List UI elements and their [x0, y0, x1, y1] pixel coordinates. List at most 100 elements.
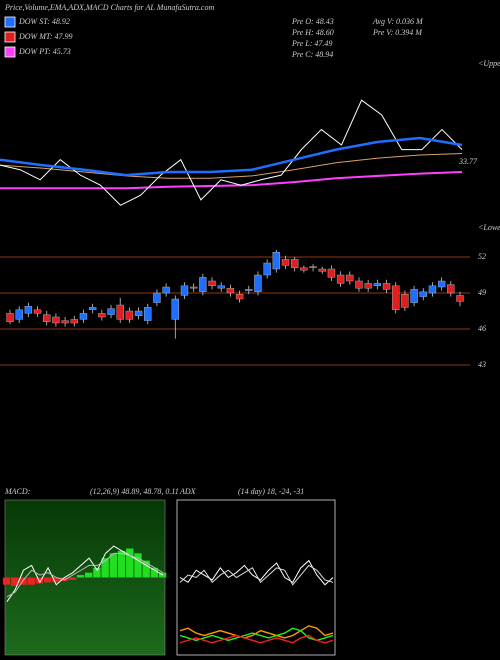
price-info: Pre H: 48.60	[291, 28, 334, 37]
histogram-bar	[142, 560, 150, 578]
candle-body	[217, 285, 225, 289]
candle-body	[447, 284, 455, 294]
candle-body	[300, 267, 308, 271]
y-tick-label: 49	[478, 288, 486, 297]
candle-body	[410, 289, 418, 303]
candle-body	[401, 294, 409, 308]
candle-body	[327, 268, 336, 278]
candle-body	[318, 268, 326, 272]
line-series	[0, 171, 463, 190]
candle-body	[272, 251, 281, 270]
candle-body	[382, 283, 391, 290]
price-info: Pre C: 48.94	[291, 50, 333, 59]
y-tick-label: 43	[478, 360, 486, 369]
volume-info: Avg V: 0.036 M	[372, 17, 424, 26]
line-series	[179, 625, 334, 639]
legend-swatch	[4, 16, 16, 28]
candle-body	[144, 307, 152, 321]
candle-body	[107, 308, 115, 315]
candle-body	[6, 313, 14, 322]
histogram-bar	[52, 577, 60, 583]
candle-body	[43, 314, 51, 323]
histogram-bar	[85, 572, 93, 578]
histogram-bar	[43, 577, 52, 583]
candle-body	[226, 288, 235, 294]
histogram-bar	[76, 575, 85, 578]
line-series	[179, 634, 334, 644]
candle-body	[15, 309, 23, 320]
histogram-bar	[2, 577, 11, 585]
candle-body	[24, 306, 33, 314]
candle-body	[355, 280, 363, 289]
legend-swatch	[4, 46, 16, 58]
candle-body	[70, 319, 78, 324]
line-series	[6, 545, 164, 602]
candle-body	[162, 286, 170, 294]
candle-body	[346, 274, 354, 282]
price-info: Pre L: 47.49	[291, 39, 332, 48]
candle-body	[281, 259, 290, 266]
candle-body	[456, 295, 464, 302]
legend-label: DOW ST: 48.92	[18, 17, 70, 26]
histogram-bar	[117, 550, 126, 578]
annotation: 33.77	[458, 157, 478, 166]
legend-label: DOW MT: 47.99	[18, 32, 73, 41]
candle-body	[290, 259, 299, 268]
page-title: Price,Volume,EMA,ADX,MACD Charts for AL …	[4, 3, 214, 12]
candle-body	[171, 298, 180, 320]
candle-body	[245, 289, 253, 291]
histogram-bar	[27, 577, 35, 585]
candle-body	[235, 294, 244, 300]
line-series	[179, 559, 334, 586]
price-info: Pre O: 48.43	[291, 17, 334, 26]
candle-body	[88, 307, 97, 310]
line-series	[0, 153, 463, 179]
candle-body	[153, 292, 161, 303]
candle-body	[33, 309, 42, 314]
candle-body	[373, 283, 382, 286]
candle-body	[336, 274, 345, 284]
candle-body	[98, 313, 106, 318]
histogram-bar	[126, 548, 134, 578]
candle-body	[392, 285, 400, 310]
candle-body	[199, 277, 207, 292]
candle-body	[134, 310, 143, 316]
y-tick-label: 46	[478, 324, 486, 333]
candle-body	[189, 286, 198, 289]
candle-body	[125, 310, 134, 320]
y-tick-label: 52	[478, 252, 486, 261]
candle-body	[263, 262, 271, 276]
panel-title: MACD:	[4, 487, 31, 496]
candle-body	[61, 320, 69, 324]
panel-subtitle: (12,26,9) 48.89, 48.78, 0.11	[90, 487, 179, 496]
histogram-bar	[68, 577, 76, 580]
panel-title: ADX	[179, 487, 197, 496]
legend-swatch	[4, 31, 16, 43]
line-series	[179, 564, 334, 586]
histogram-bar	[150, 567, 159, 578]
volume-info: Pre V: 0.394 M	[372, 28, 423, 37]
candle-body	[364, 283, 372, 289]
candle-body	[79, 313, 88, 320]
histogram-bar	[134, 553, 142, 578]
candle-body	[208, 280, 216, 286]
line-series	[0, 99, 463, 206]
histogram-bar	[11, 577, 19, 586]
histogram-bar	[101, 558, 109, 578]
candle-body	[52, 316, 60, 324]
candle-body	[437, 280, 446, 288]
candle-body	[116, 304, 124, 320]
candle-body	[419, 291, 427, 297]
annotation: <Upper	[478, 59, 500, 68]
line-series	[6, 552, 164, 598]
candle-body	[428, 285, 437, 294]
candle-body	[180, 285, 189, 296]
histogram-bar	[109, 553, 118, 578]
legend-label: DOW PT: 45.73	[18, 47, 71, 56]
line-series	[0, 136, 463, 177]
line-series	[179, 627, 334, 642]
panel-subtitle: (14 day) 18, -24, -31	[238, 487, 304, 496]
histogram-bar	[93, 567, 101, 578]
candle-body	[254, 274, 262, 292]
